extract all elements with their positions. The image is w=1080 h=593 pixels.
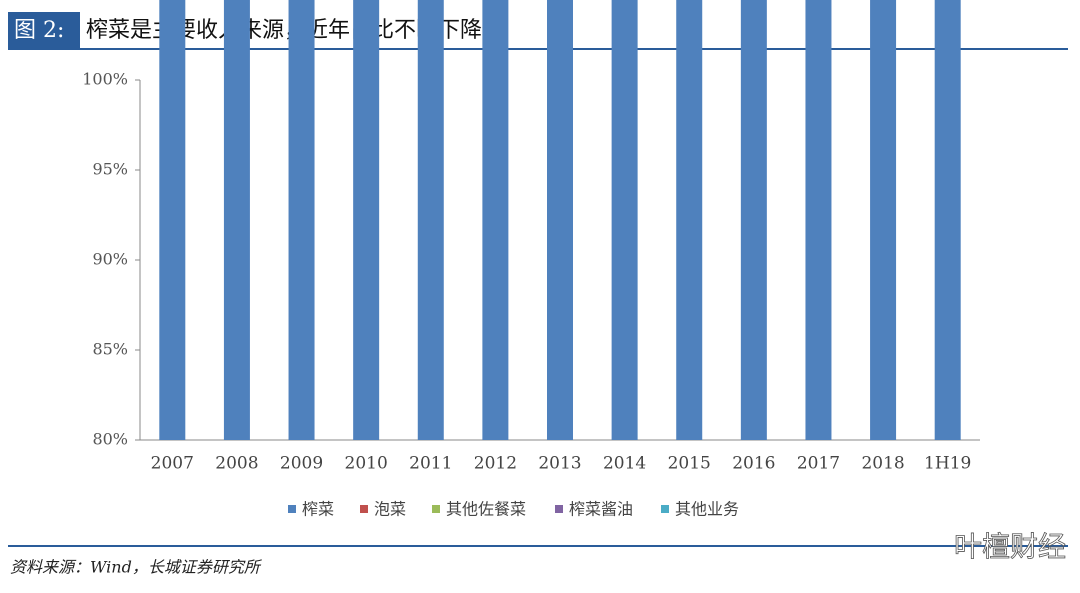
legend-label: 榨菜 <box>302 500 334 519</box>
chart-title: 榨菜是主要收入来源，近年占比不断下降 <box>86 18 482 43</box>
y-tick-label: 85% <box>92 340 128 359</box>
legend-label: 泡菜 <box>374 500 406 519</box>
bar-segment <box>611 0 638 440</box>
y-tick-label: 90% <box>92 250 128 269</box>
bar-segment <box>547 0 573 440</box>
y-tick-label: 95% <box>92 160 128 179</box>
watermark: 叶檀财经 <box>954 530 1066 563</box>
source-note: 资料来源：Wind，长城证券研究所 <box>10 558 263 577</box>
bar-segment <box>288 0 315 440</box>
figure-label-box <box>8 12 80 48</box>
bar-segment <box>740 0 767 440</box>
x-tick-label: 1H19 <box>924 454 971 474</box>
x-tick-label: 2008 <box>215 454 258 474</box>
legend-label: 其他业务 <box>675 500 739 519</box>
bar-segment <box>870 0 897 440</box>
legend-swatch <box>288 505 296 513</box>
bar-segment <box>223 0 250 440</box>
x-tick-label: 2011 <box>409 454 452 474</box>
legend-swatch <box>360 505 368 513</box>
bar-segment <box>934 0 961 440</box>
y-tick-label: 100% <box>82 70 128 89</box>
x-tick-label: 2010 <box>345 454 388 474</box>
figure-label: 图 2: <box>14 18 64 43</box>
x-tick-label: 2016 <box>732 454 775 474</box>
bar-segment <box>353 0 380 440</box>
bar-segment <box>159 0 186 440</box>
x-tick-label: 2007 <box>151 454 194 474</box>
x-tick-label: 2018 <box>861 454 904 474</box>
legend-swatch <box>432 505 440 513</box>
bar-segment <box>482 0 509 440</box>
x-tick-label: 2014 <box>603 454 646 474</box>
bar-segment <box>417 0 444 440</box>
x-tick-label: 2015 <box>668 454 711 474</box>
legend-label: 榨菜酱油 <box>569 500 633 519</box>
y-tick-label: 80% <box>92 430 128 449</box>
bar-segment <box>805 0 832 440</box>
legend-label: 其他佐餐菜 <box>446 500 526 519</box>
x-tick-label: 2009 <box>280 454 323 474</box>
x-tick-label: 2012 <box>474 454 517 474</box>
bar-segment <box>676 0 703 440</box>
legend-swatch <box>555 505 563 513</box>
legend-swatch <box>661 505 669 513</box>
x-tick-label: 2017 <box>797 454 840 474</box>
x-tick-label: 2013 <box>538 454 581 474</box>
